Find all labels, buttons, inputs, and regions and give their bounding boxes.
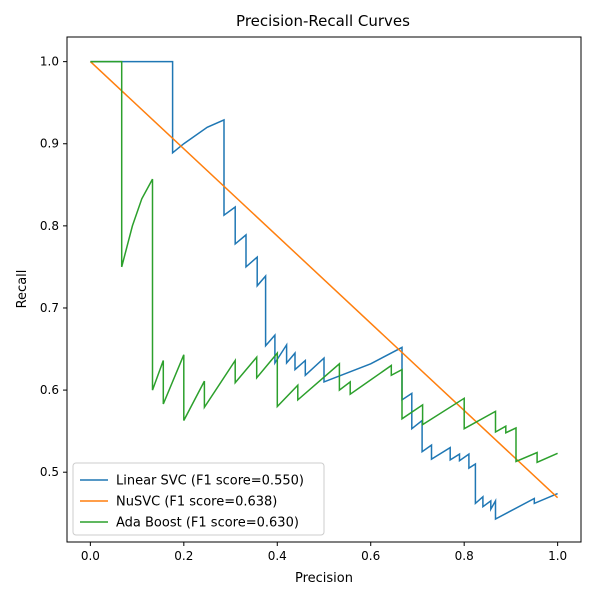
y-axis-label: Recall (15, 270, 30, 309)
series-line-2 (90, 60, 558, 464)
y-tick-label: 0.6 (40, 383, 59, 397)
x-tick-label: 0.6 (361, 549, 380, 563)
y-tick-label: 0.8 (40, 219, 59, 233)
plot-area (89, 60, 559, 521)
legend: Linear SVC (F1 score=0.550) NuSVC (F1 sco… (72, 462, 325, 536)
x-axis: 0.0 0.2 0.4 0.6 0.8 1.0 (81, 542, 567, 563)
series-line-0 (90, 60, 558, 521)
x-axis-label: Precision (295, 571, 353, 586)
legend-label-1: NuSVC (F1 score=0.638) (116, 495, 277, 510)
x-tick-label: 0.4 (268, 549, 287, 563)
y-tick-label: 0.5 (40, 465, 59, 479)
y-tick-label: 1.0 (40, 55, 59, 69)
y-tick-label: 0.7 (40, 301, 59, 315)
legend-label-0: Linear SVC (F1 score=0.550) (116, 474, 304, 489)
legend-frame (72, 462, 325, 536)
plot-frame (66, 36, 582, 543)
legend-label-2: Ada Boost (F1 score=0.630) (116, 516, 299, 531)
x-tick-label: 0.0 (81, 549, 100, 563)
series-line-1 (89, 61, 559, 499)
x-tick-label: 0.2 (174, 549, 193, 563)
x-tick-label: 1.0 (548, 549, 567, 563)
x-tick-label: 0.8 (455, 549, 474, 563)
chart-title: Precision-Recall Curves (236, 12, 410, 30)
y-axis: 0.5 0.6 0.7 0.8 0.9 1.0 (40, 55, 67, 479)
y-tick-label: 0.9 (40, 137, 59, 151)
